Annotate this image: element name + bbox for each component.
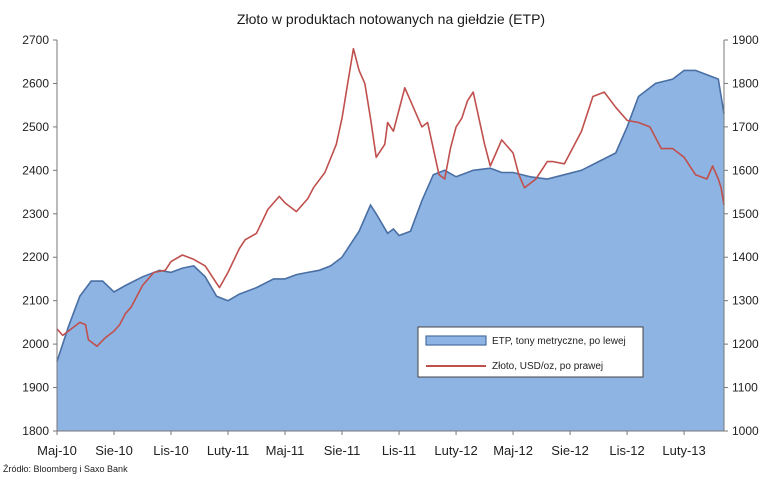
left-tick-label: 2700 (22, 33, 49, 47)
x-tick-label: Sie-12 (551, 443, 589, 458)
left-tick-label: 1900 (22, 381, 49, 395)
x-tick-label: Lis-10 (153, 443, 188, 458)
right-tick-label: 1600 (732, 163, 759, 177)
legend-box (417, 326, 644, 378)
x-tick-label: Luty-12 (434, 443, 477, 458)
etp-area-edge (56, 69, 725, 362)
legend-label-gold: Złoto, USD/oz, po prawej (492, 361, 603, 372)
right-tick-label: 1700 (732, 120, 759, 134)
left-tick-label: 2600 (22, 76, 49, 90)
left-tick-label: 2500 (22, 120, 49, 134)
legend-label-etp: ETP, tony metryczne, po lewej (492, 336, 626, 347)
chart-title: Złoto w produktach notowanych na giełdzi… (237, 11, 545, 27)
right-tick-label: 1400 (732, 250, 759, 264)
right-tick-label: 1300 (732, 294, 759, 308)
x-tick-label: Maj-11 (266, 443, 305, 458)
x-tick-label: Luty-11 (207, 443, 249, 458)
right-tick-label: 1800 (732, 76, 759, 90)
legend: ETP, tony metryczne, po lewej Złoto, USD… (417, 326, 644, 378)
left-tick-label: 2000 (22, 337, 49, 351)
x-tick-label: Lis-12 (609, 443, 644, 458)
left-tick-label: 2100 (22, 294, 49, 308)
legend-swatch-etp (425, 335, 487, 346)
x-tick-label: Maj-12 (493, 443, 533, 458)
x-tick-label: Luty-13 (662, 443, 705, 458)
x-tick-label: Sie-11 (324, 443, 361, 458)
left-tick-label: 1800 (22, 424, 49, 438)
right-tick-label: 1900 (732, 33, 759, 47)
left-tick-label: 2300 (22, 207, 49, 221)
x-tick-label: Sie-10 (95, 443, 133, 458)
right-tick-label: 1100 (732, 381, 758, 395)
source-note: Źródło: Bloomberg i Saxo Bank (3, 464, 128, 474)
right-tick-label: 1000 (732, 424, 759, 438)
right-tick-label: 1200 (732, 337, 759, 351)
x-tick-label: Lis-11 (382, 443, 416, 458)
x-tick-label: Maj-10 (37, 443, 77, 458)
gold-price-line (56, 47, 725, 348)
left-tick-label: 2200 (22, 250, 49, 264)
right-tick-label: 1500 (732, 207, 759, 221)
left-tick-label: 2400 (22, 163, 49, 177)
